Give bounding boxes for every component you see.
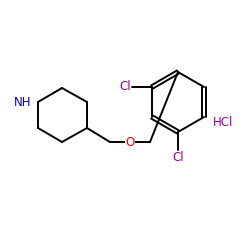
Text: HCl: HCl	[213, 116, 234, 128]
Text: O: O	[126, 136, 134, 148]
Text: Cl: Cl	[172, 151, 184, 164]
Text: NH: NH	[14, 96, 31, 108]
Text: Cl: Cl	[120, 80, 131, 94]
